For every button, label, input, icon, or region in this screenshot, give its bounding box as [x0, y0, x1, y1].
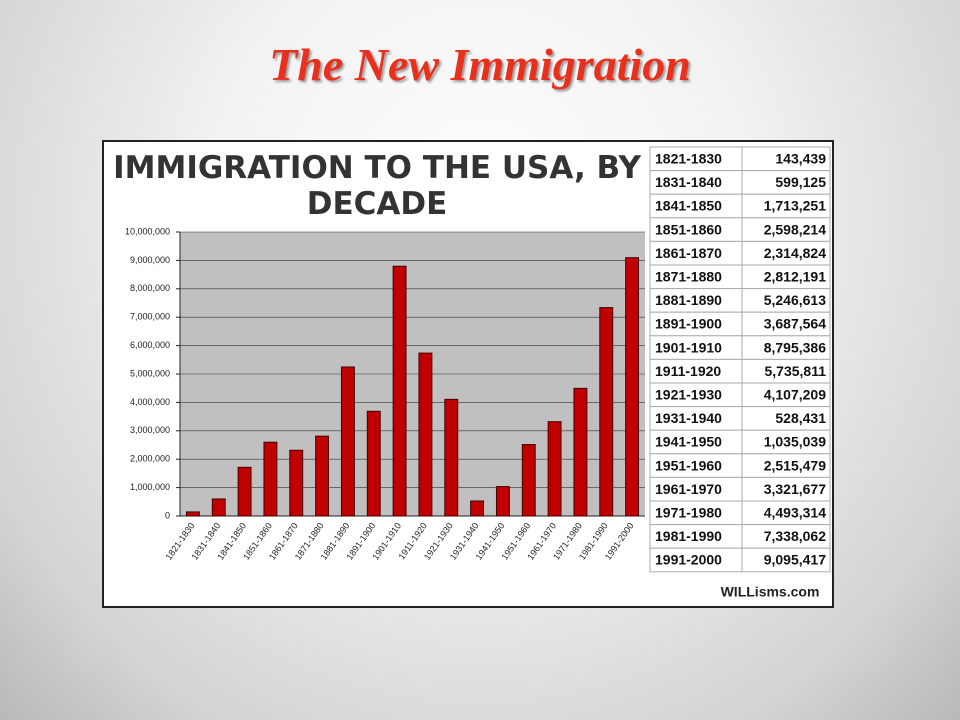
- table-value: 4,493,314: [764, 505, 826, 521]
- table-value: 2,515,479: [764, 457, 826, 473]
- bar: [495, 486, 510, 517]
- table-decade: 1961-1970: [655, 481, 722, 497]
- table-value: 2,314,824: [764, 245, 826, 261]
- table-decade: 1821-1830: [655, 151, 722, 167]
- table-decade: 1971-1980: [655, 505, 722, 521]
- table-value: 1,713,251: [764, 198, 826, 214]
- bar: [599, 307, 614, 517]
- credit: WILLisms.com: [721, 584, 820, 600]
- bar: [444, 398, 459, 517]
- bar: [340, 366, 355, 517]
- y-tick-label: 3,000,000: [130, 425, 170, 435]
- bar: [289, 449, 304, 517]
- table-decade: 1921-1930: [655, 387, 722, 403]
- table-decade: 1991-2000: [655, 552, 722, 568]
- table-decade: 1981-1990: [655, 528, 722, 544]
- chart-title: IMMIGRATION TO THE USA, BY DECADE: [113, 150, 641, 222]
- bar: [315, 435, 330, 517]
- table-decade: 1841-1850: [655, 198, 722, 214]
- y-tick-label: 2,000,000: [130, 454, 170, 464]
- table-decade: 1951-1960: [655, 457, 722, 473]
- table-decade: 1941-1950: [655, 434, 722, 450]
- chart-title-box: IMMIGRATION TO THE USA, BY DECADE: [113, 150, 641, 222]
- bar: [418, 352, 433, 517]
- bar: [547, 421, 562, 517]
- table-value: 5,735,811: [764, 363, 826, 379]
- y-tick-label: 6,000,000: [130, 340, 170, 350]
- bar: [573, 387, 588, 517]
- y-tick-label: 0: [165, 510, 170, 520]
- bar: [625, 257, 640, 517]
- table-cell: [741, 547, 831, 573]
- bar: [211, 498, 226, 517]
- table-value: 3,687,564: [764, 316, 826, 332]
- y-tick-label: 1,000,000: [130, 482, 170, 492]
- bar: [263, 441, 278, 517]
- bar: [392, 265, 407, 517]
- bar: [521, 444, 536, 517]
- table-value: 143,439: [775, 151, 826, 167]
- slide-title: The New Immigration: [269, 39, 691, 90]
- y-tick-label: 9,000,000: [130, 255, 170, 265]
- y-tick-label: 5,000,000: [130, 368, 170, 378]
- table-value: 9,095,417: [764, 552, 826, 568]
- y-tick-label: 4,000,000: [130, 397, 170, 407]
- table-value: 3,321,677: [764, 481, 826, 497]
- table-value: 1,035,039: [764, 434, 826, 450]
- bar: [237, 466, 252, 517]
- table-decade: 1851-1860: [655, 221, 722, 237]
- table-decade: 1891-1900: [655, 316, 722, 332]
- table-decade: 1861-1870: [655, 245, 722, 261]
- y-tick-label: 8,000,000: [130, 283, 170, 293]
- table-value: 2,598,214: [764, 221, 826, 237]
- table-decade: 1881-1890: [655, 292, 722, 308]
- table-value: 8,795,386: [764, 339, 826, 355]
- bar: [366, 410, 381, 517]
- table-value: 2,812,191: [764, 269, 826, 285]
- table-value: 599,125: [775, 174, 826, 190]
- table-decade: 1871-1880: [655, 269, 722, 285]
- bar: [185, 511, 200, 517]
- table-decade: 1901-1910: [655, 339, 722, 355]
- bar: [470, 500, 485, 517]
- table-value: 4,107,209: [764, 387, 826, 403]
- y-tick-label: 10,000,000: [125, 226, 170, 236]
- table-decade: 1831-1840: [655, 174, 722, 190]
- table-decade: 1911-1920: [655, 363, 721, 379]
- table-value: 5,246,613: [764, 292, 826, 308]
- table-value: 528,431: [775, 410, 826, 426]
- table-decade: 1931-1940: [655, 410, 722, 426]
- table-value: 7,338,062: [764, 528, 826, 544]
- y-tick-label: 7,000,000: [130, 312, 170, 322]
